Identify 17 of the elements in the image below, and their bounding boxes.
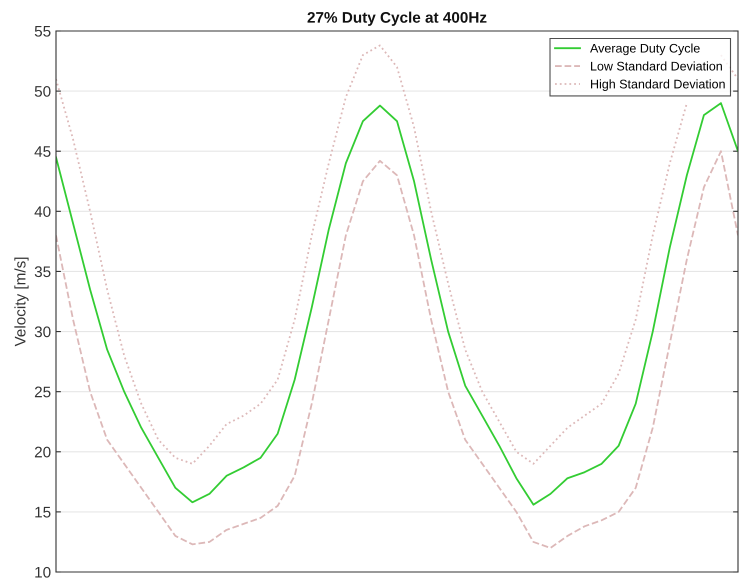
legend-label: High Standard Deviation <box>591 79 725 91</box>
y-tick-label: 25 <box>34 386 50 398</box>
y-tick-label: 10 <box>35 566 51 578</box>
y-tick-label: 15 <box>35 506 50 518</box>
y-axis-title: Velocity [m/s] <box>14 258 29 346</box>
y-tick-label: 30 <box>34 326 51 338</box>
legend-label: Low Standard Deviation <box>591 61 722 71</box>
chart-title: 27% Duty Cycle at 400Hz <box>308 12 486 26</box>
y-tick-label: 35 <box>34 266 50 278</box>
y-tick-label: 55 <box>34 26 50 37</box>
legend-label: Average Duty Cycle <box>590 44 700 56</box>
y-tick-label: 40 <box>34 206 51 218</box>
line-series <box>56 102 738 506</box>
y-tick-label: 45 <box>34 146 50 157</box>
y-tick-label: 20 <box>34 446 51 458</box>
y-tick-label: 50 <box>34 86 51 97</box>
line-series <box>56 150 738 549</box>
